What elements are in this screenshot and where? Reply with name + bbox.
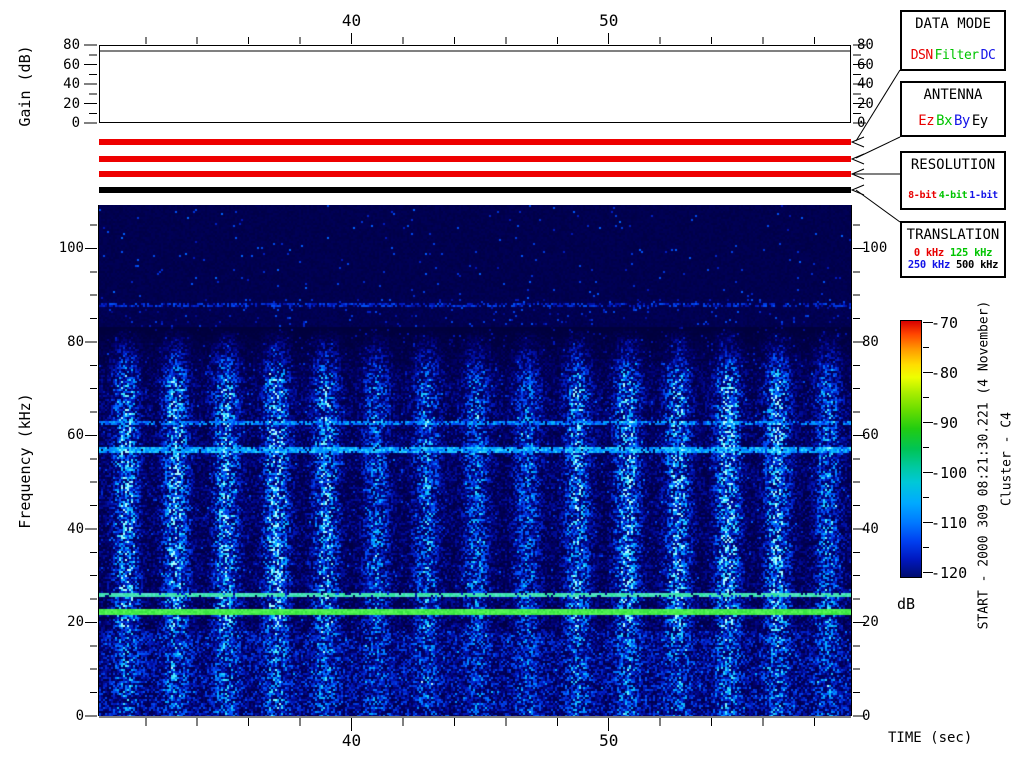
colorbar-tick-label: -90 [931,413,959,432]
antenna-bx: Bx [936,113,952,129]
legend-connector [850,168,865,180]
resolution-bar [99,171,851,177]
translation-title: TRANSLATION [906,227,1000,243]
translation-0khz: 0 kHz [913,247,944,259]
gain-plot-frame [99,45,851,123]
frequency-axis-tick-label: 0 [75,708,84,724]
frequency-axis-tick-label: 100 [58,240,84,257]
antenna-legend-box: ANTENNA Ez Bx By Ey [900,81,1006,137]
legend-connector [850,184,865,196]
frequency-axis-tick-label: 80 [862,333,879,350]
colorbar-tick-label: -100 [931,463,968,482]
gain-axis-tick-label: 80 [857,37,874,53]
time-top-label-40: 40 [341,11,362,30]
gain-axis-title: Gain (dB) [16,45,34,127]
antenna-bar [99,156,851,162]
colorbar [900,320,922,578]
time-bottom-label-40: 40 [341,731,362,750]
resolution-4bit: 4-bit [938,190,968,201]
frequency-axis-tick-label: 0 [862,708,871,724]
frequency-axis-tick-label: 60 [862,427,879,444]
colorbar-tick-label: -70 [931,313,959,332]
gain-axis-tick-label: 60 [857,56,874,73]
legend-connector [855,189,901,223]
frequency-axis-tick-label: 40 [862,520,879,537]
frequency-axis-tick-label: 80 [67,333,84,350]
time-bottom-label-50: 50 [599,731,619,750]
colorbar-tick-label: -120 [931,563,968,582]
gain-axis-tick-label: 40 [63,76,80,92]
frequency-axis-tick-label: 20 [67,614,84,631]
resolution-legend-box: RESOLUTION 8-bit 4-bit 1-bit [900,151,1006,210]
colorbar-tick-label: -110 [931,513,968,532]
frequency-axis-tick-label: 100 [862,240,888,257]
legend-connector [855,69,901,142]
time-top-label-50: 50 [599,11,619,30]
antenna-by: By [954,113,970,129]
spacecraft-annotation: Cluster - C4 [999,412,1015,506]
time-axis-title: TIME (sec) [888,730,973,746]
gain-axis-tick-label: 40 [857,76,874,92]
gain-axis-tick-label: 60 [63,56,80,73]
colorbar-unit-label: dB [897,595,916,613]
frequency-axis-tick-label: 60 [67,427,84,444]
gain-axis-tick-label: 20 [857,95,874,112]
gain-axis-tick-label: 0 [71,115,80,131]
gain-axis-tick-label: 80 [63,37,80,53]
data-mode-bar [99,139,851,145]
data-mode-title: DATA MODE [915,16,991,32]
translation-125khz: 125 kHz [949,247,993,259]
colorbar-tick-label: -80 [931,363,959,382]
translation-500khz: 500 kHz [956,259,999,271]
antenna-ey: Ey [971,113,988,129]
frequency-axis-tick-label: 20 [862,614,879,631]
data-mode-legend-box: DATA MODE DSN Filter DC [900,10,1006,71]
gain-axis-tick-label: 20 [63,95,80,112]
resolution-8bit: 8-bit [908,190,937,201]
legend-connector [855,136,901,159]
translation-250khz: 250 kHz [907,259,950,271]
data-mode-dc: DC [980,48,996,63]
resolution-title: RESOLUTION [910,157,996,173]
resolution-1bit: 1-bit [969,190,998,201]
start-time-annotation: START - 2000 309 08:21:30.221 (4 Novembe… [976,300,992,630]
frequency-axis-tick-label: 40 [67,520,84,537]
gain-axis-tick-label: 0 [857,115,866,131]
legend-connector [850,136,865,148]
antenna-title: ANTENNA [923,87,983,103]
translation-legend-box: TRANSLATION 0 kHz 125 kHz 250 kHz 500 kH… [900,221,1006,278]
data-mode-filter: Filter [934,48,979,63]
translation-bar [99,187,851,193]
spectrogram-canvas [99,205,851,716]
data-mode-dsn: DSN [910,48,933,63]
antenna-ez: Ez [918,113,935,129]
frequency-axis-title: Frequency (kHz) [16,393,34,529]
